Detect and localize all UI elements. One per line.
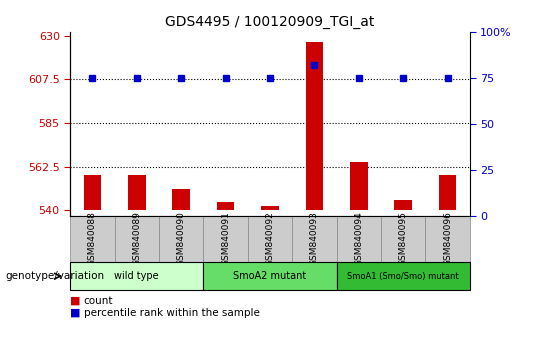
Text: percentile rank within the sample: percentile rank within the sample	[84, 308, 260, 318]
Bar	[394, 200, 412, 210]
Bar	[114, 216, 159, 262]
Bar	[292, 216, 336, 262]
Bar	[217, 202, 234, 210]
Bar	[381, 216, 426, 262]
Bar	[172, 189, 190, 210]
Text: ■: ■	[70, 296, 80, 306]
Bar	[336, 262, 470, 290]
Title: GDS4495 / 100120909_TGI_at: GDS4495 / 100120909_TGI_at	[165, 16, 375, 29]
Bar	[70, 216, 114, 262]
Text: GSM840095: GSM840095	[399, 211, 408, 267]
Bar	[248, 216, 292, 262]
Bar	[159, 216, 204, 262]
Bar	[204, 262, 336, 290]
Bar	[204, 216, 248, 262]
Text: ■: ■	[70, 308, 80, 318]
Text: genotype/variation: genotype/variation	[5, 271, 105, 281]
Text: SmoA1 (Smo/Smo) mutant: SmoA1 (Smo/Smo) mutant	[347, 272, 459, 281]
Text: GSM840093: GSM840093	[310, 211, 319, 267]
Text: count: count	[84, 296, 113, 306]
Bar	[306, 41, 323, 210]
Text: GSM840092: GSM840092	[266, 212, 274, 266]
Bar	[336, 216, 381, 262]
Text: GSM840090: GSM840090	[177, 211, 186, 267]
Text: GSM840094: GSM840094	[354, 212, 363, 266]
Bar	[261, 206, 279, 210]
Bar	[84, 175, 102, 210]
Bar	[350, 162, 368, 210]
Bar	[70, 262, 204, 290]
Bar	[438, 175, 456, 210]
Bar	[128, 175, 146, 210]
Text: SmoA2 mutant: SmoA2 mutant	[233, 271, 307, 281]
Text: GSM840089: GSM840089	[132, 211, 141, 267]
Text: GSM840096: GSM840096	[443, 211, 452, 267]
Text: wild type: wild type	[114, 271, 159, 281]
Bar	[426, 216, 470, 262]
Text: GSM840091: GSM840091	[221, 211, 230, 267]
Text: GSM840088: GSM840088	[88, 211, 97, 267]
